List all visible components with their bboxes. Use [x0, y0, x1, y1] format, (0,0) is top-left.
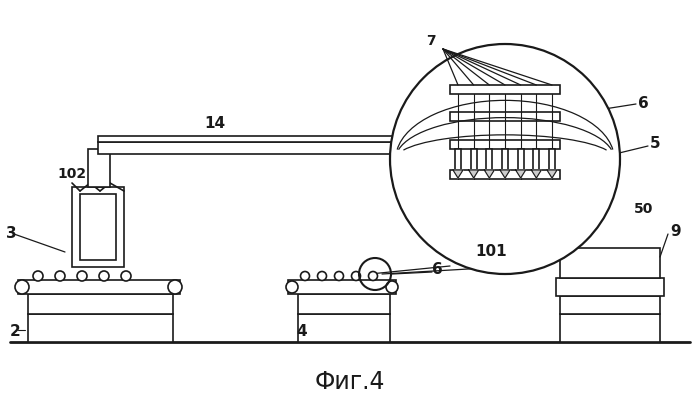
Circle shape — [286, 281, 298, 293]
Bar — [502, 149, 508, 170]
Circle shape — [300, 271, 309, 280]
Text: 6: 6 — [638, 97, 649, 112]
Polygon shape — [531, 170, 541, 178]
Bar — [450, 112, 560, 121]
Bar — [486, 149, 492, 170]
Bar — [450, 140, 560, 149]
Text: 2: 2 — [10, 324, 21, 339]
Circle shape — [33, 271, 43, 281]
Text: 7: 7 — [426, 34, 436, 48]
Bar — [560, 296, 660, 314]
Bar — [533, 149, 539, 170]
Text: 9: 9 — [670, 225, 680, 240]
Bar — [518, 149, 524, 170]
Text: 14: 14 — [204, 116, 225, 131]
Circle shape — [386, 281, 398, 293]
Polygon shape — [484, 170, 494, 178]
Circle shape — [168, 280, 182, 294]
Bar — [72, 187, 124, 267]
Bar — [556, 278, 664, 296]
Polygon shape — [516, 170, 526, 178]
Bar — [450, 170, 560, 179]
Circle shape — [390, 44, 620, 274]
Polygon shape — [500, 170, 510, 178]
Bar — [28, 314, 173, 342]
Text: 6: 6 — [432, 263, 442, 278]
Text: 4: 4 — [297, 324, 307, 339]
Bar — [80, 194, 116, 260]
Circle shape — [368, 271, 377, 280]
Bar — [560, 314, 660, 342]
Bar — [98, 136, 450, 142]
Text: 101: 101 — [475, 244, 507, 259]
Circle shape — [99, 271, 109, 281]
Circle shape — [121, 271, 131, 281]
Bar — [455, 149, 461, 170]
Bar — [298, 294, 390, 314]
Circle shape — [77, 271, 87, 281]
Bar — [288, 280, 396, 294]
Text: 3: 3 — [6, 227, 17, 242]
Polygon shape — [453, 170, 463, 178]
Bar — [560, 248, 660, 278]
Text: 102: 102 — [57, 167, 86, 181]
Polygon shape — [547, 170, 557, 178]
Bar — [549, 149, 555, 170]
Text: Фиг.4: Фиг.4 — [315, 370, 385, 394]
Circle shape — [15, 280, 29, 294]
Bar — [28, 294, 173, 314]
Bar — [470, 149, 477, 170]
Bar — [18, 280, 180, 294]
Text: 50: 50 — [634, 202, 653, 216]
Text: 5: 5 — [650, 137, 661, 152]
Polygon shape — [469, 170, 479, 178]
Circle shape — [335, 271, 344, 280]
Bar — [88, 149, 110, 187]
Bar — [298, 314, 390, 342]
Circle shape — [55, 271, 65, 281]
Bar — [98, 142, 450, 154]
Bar — [450, 85, 560, 94]
Circle shape — [318, 271, 326, 280]
Circle shape — [351, 271, 360, 280]
